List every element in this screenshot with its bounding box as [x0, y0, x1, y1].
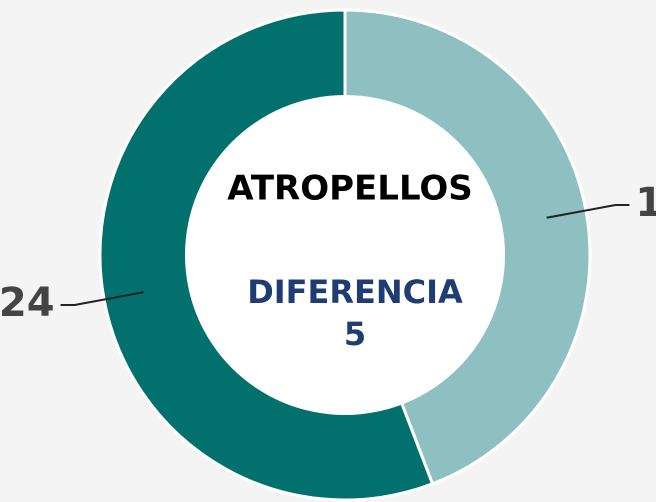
chart-title: ATROPELLOS: [227, 169, 473, 209]
annotation-value: 5: [344, 315, 366, 353]
value-label: 19: [635, 180, 656, 226]
donut-hole: [185, 95, 505, 415]
leader-line: [546, 204, 630, 219]
value-label: 24: [0, 280, 55, 326]
annotation: DIFERENCIA: [247, 273, 463, 311]
leader-line: [60, 291, 144, 306]
